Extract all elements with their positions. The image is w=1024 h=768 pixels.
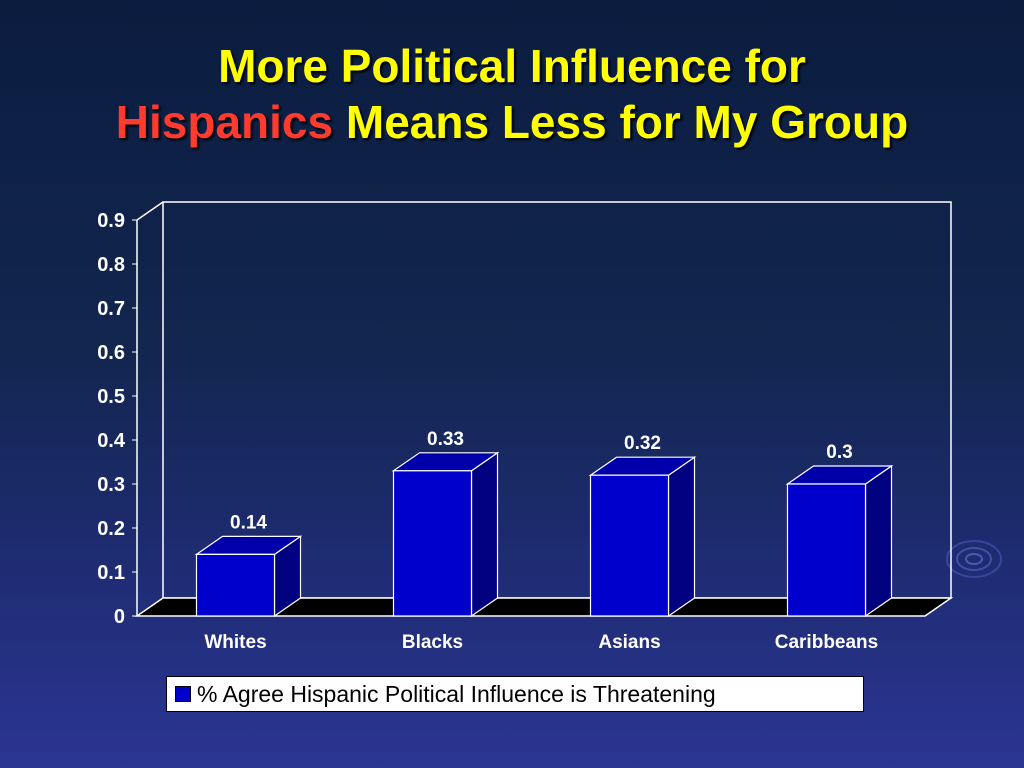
- data-label-asians: 0.32: [624, 433, 661, 454]
- title-line-1: More Political Influence for: [218, 40, 806, 92]
- title-line-2-rest: Means Less for My Group: [333, 96, 909, 148]
- y-tick-label: 0.7: [97, 298, 125, 320]
- y-tick-label: 0.4: [97, 430, 126, 452]
- legend-swatch: [175, 686, 191, 702]
- bar-side-caribbeans: [864, 464, 893, 618]
- y-tick-label: 0.5: [97, 386, 125, 408]
- y-tick-label: 0: [114, 606, 125, 628]
- bar-side-asians: [667, 456, 696, 618]
- bar-whites: [195, 553, 276, 617]
- y-tick-label: 0.3: [97, 474, 125, 496]
- y-tick-label: 0.1: [97, 562, 125, 584]
- y-tick-label: 0.2: [97, 518, 125, 540]
- bar-blacks: [392, 470, 473, 617]
- data-label-caribbeans: 0.3: [826, 442, 852, 463]
- y-tick-label: 0.9: [97, 210, 125, 232]
- bar-side-blacks: [470, 451, 499, 618]
- ripple-decoration-icon: [946, 540, 1002, 578]
- chart-left-wall-top-edge: [136, 201, 164, 221]
- chart-legend: % Agree Hispanic Political Influence is …: [166, 676, 864, 712]
- y-tick-label: 0.8: [97, 254, 125, 276]
- slide-title: More Political Influence for Hispanics M…: [0, 38, 1024, 150]
- title-line-2: Hispanics Means Less for My Group: [0, 94, 1024, 150]
- x-tick-label-whites: Whites: [204, 632, 266, 653]
- bar-caribbeans: [786, 483, 867, 617]
- x-tick-label-asians: Asians: [598, 632, 660, 653]
- x-tick-label-caribbeans: Caribbeans: [775, 632, 878, 653]
- bar-asians: [589, 474, 670, 617]
- legend-label: % Agree Hispanic Political Influence is …: [197, 680, 716, 707]
- y-tick-label: 0.6: [97, 342, 125, 364]
- data-label-whites: 0.14: [230, 512, 267, 533]
- title-highlight: Hispanics: [115, 96, 334, 148]
- data-label-blacks: 0.33: [427, 429, 464, 450]
- x-tick-label-blacks: Blacks: [402, 632, 463, 653]
